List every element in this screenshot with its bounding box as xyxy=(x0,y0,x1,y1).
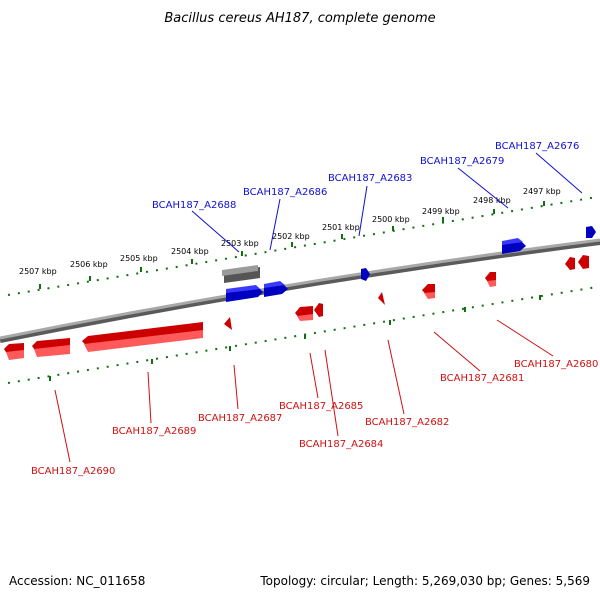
bottom-major-ticks xyxy=(49,295,541,381)
scale-label: 2507 kbp xyxy=(19,267,57,276)
scale-label: 2503 kbp xyxy=(221,239,259,248)
gene-label[interactable]: BCAH187_A2683 xyxy=(328,173,412,184)
gene-label[interactable]: BCAH187_A2686 xyxy=(243,187,327,198)
gene-label[interactable]: BCAH187_A2681 xyxy=(440,373,524,384)
forward-strand-genes xyxy=(226,226,596,302)
bottom-gene-labels: BCAH187_A2690 BCAH187_A2689 BCAH187_A268… xyxy=(31,359,598,477)
scale-label: 2497 kbp xyxy=(523,187,561,196)
gene-block xyxy=(378,292,385,305)
gene-block xyxy=(586,226,596,238)
genome-summary-label: Topology: circular; Length: 5,269,030 bp… xyxy=(259,574,590,588)
top-gene-labels: BCAH187_A2688 BCAH187_A2686 BCAH187_A268… xyxy=(152,141,579,211)
gene-block xyxy=(224,317,232,330)
gene-block xyxy=(422,284,435,299)
gene-block xyxy=(485,272,496,287)
scale-labels: 2507 kbp 2506 kbp 2505 kbp 2504 kbp 2503… xyxy=(19,187,561,276)
gene-block xyxy=(578,255,589,269)
scale-label: 2505 kbp xyxy=(120,254,158,263)
scale-label: 2501 kbp xyxy=(322,223,360,232)
gene-label[interactable]: BCAH187_A2689 xyxy=(112,426,196,437)
gene-label[interactable]: BCAH187_A2685 xyxy=(279,401,363,412)
scale-label: 2499 kbp xyxy=(422,207,460,216)
gene-label[interactable]: BCAH187_A2687 xyxy=(198,413,282,424)
scale-label: 2506 kbp xyxy=(70,260,108,269)
gene-label[interactable]: BCAH187_A2688 xyxy=(152,200,236,211)
gene-label[interactable]: BCAH187_A2682 xyxy=(365,417,449,428)
gene-block xyxy=(295,306,313,321)
gene-block xyxy=(82,322,203,352)
top-major-ticks xyxy=(39,201,545,289)
gene-block xyxy=(314,303,323,317)
gene-label[interactable]: BCAH187_A2684 xyxy=(299,439,383,450)
gene-block xyxy=(565,257,575,270)
genome-backbone-shadow xyxy=(0,239,600,343)
scale-label: 2504 kbp xyxy=(171,247,209,256)
gene-block xyxy=(264,281,288,297)
gene-block xyxy=(4,343,24,360)
gene-block xyxy=(32,338,70,357)
reverse-strand-genes xyxy=(4,255,589,360)
gene-block xyxy=(502,238,526,254)
scale-label: 2498 kbp xyxy=(473,196,511,205)
scale-label: 2502 kbp xyxy=(272,232,310,241)
gene-label[interactable]: BCAH187_A2676 xyxy=(495,141,579,152)
accession-label: Accession: NC_011658 xyxy=(9,574,145,588)
gene-label[interactable]: BCAH187_A2679 xyxy=(420,156,504,167)
gene-block xyxy=(226,285,263,302)
gene-block xyxy=(361,268,370,281)
gene-label[interactable]: BCAH187_A2690 xyxy=(31,466,115,477)
scale-label: 2500 kbp xyxy=(372,215,410,224)
grey-feature xyxy=(222,265,260,283)
gene-label[interactable]: BCAH187_A2680 xyxy=(514,359,598,370)
map-title: Bacillus cereus AH187, complete genome xyxy=(164,11,435,26)
top-leader-lines xyxy=(191,152,583,253)
bottom-leader-lines xyxy=(54,319,554,463)
